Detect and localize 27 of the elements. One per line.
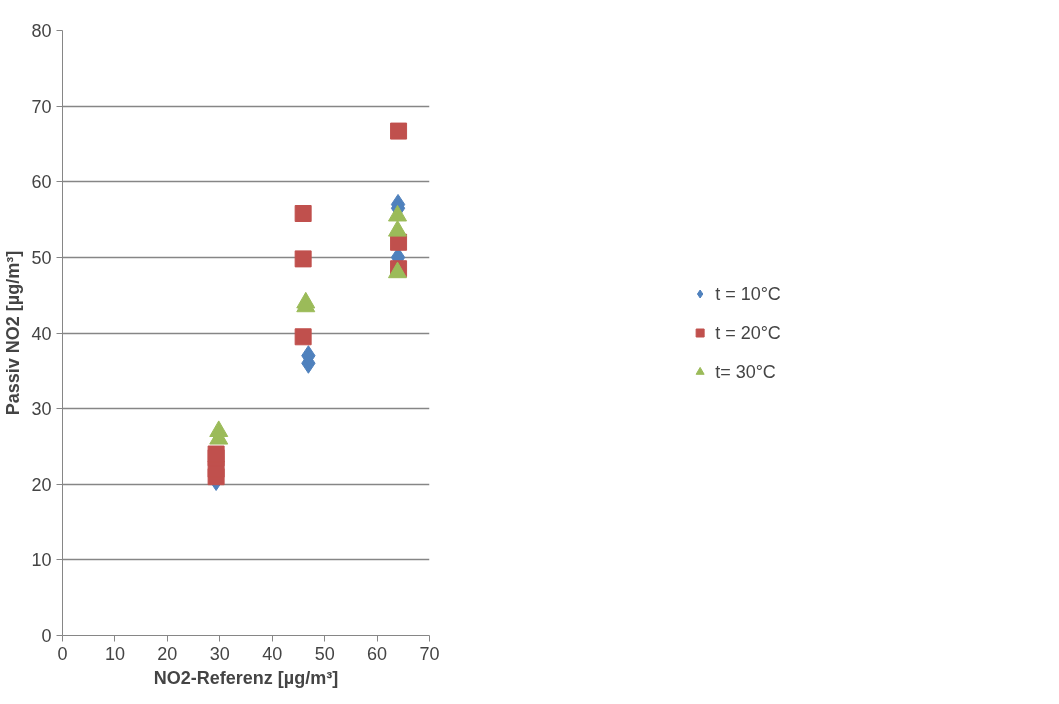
x-tick-label: 40 xyxy=(262,643,283,664)
y-tick-label: 40 xyxy=(31,323,52,344)
x-axis-title: NO2-Referenz [µg/m³] xyxy=(153,667,339,688)
y-tick-label: 60 xyxy=(31,172,52,193)
y-tick-label: 50 xyxy=(31,247,52,268)
legend-label: t= 30°C xyxy=(715,361,776,382)
y-tick-label: 0 xyxy=(41,626,52,646)
y-tick-label: 70 xyxy=(31,96,52,117)
point xyxy=(294,205,312,223)
point xyxy=(294,328,312,346)
y-tick-label: 20 xyxy=(31,474,52,495)
x-tick-label: 70 xyxy=(419,643,440,664)
x-tick-label: 50 xyxy=(314,643,335,664)
y-tick-label: 80 xyxy=(31,21,52,41)
y-tick-label: 10 xyxy=(31,550,52,571)
x-tick-label: 0 xyxy=(57,643,68,664)
y-tick-label: 30 xyxy=(31,399,52,420)
y-axis-title: Passiv NO2 [µg/m³] xyxy=(3,250,24,416)
point xyxy=(207,445,225,463)
x-tick-label: 20 xyxy=(157,643,178,664)
legend-label: t = 20°C xyxy=(715,322,781,343)
x-tick-label: 60 xyxy=(367,643,388,664)
legend-label: t = 10°C xyxy=(715,283,781,304)
point xyxy=(390,122,408,140)
point xyxy=(294,250,312,268)
x-tick-label: 30 xyxy=(209,643,230,664)
x-tick-label: 10 xyxy=(104,643,125,664)
